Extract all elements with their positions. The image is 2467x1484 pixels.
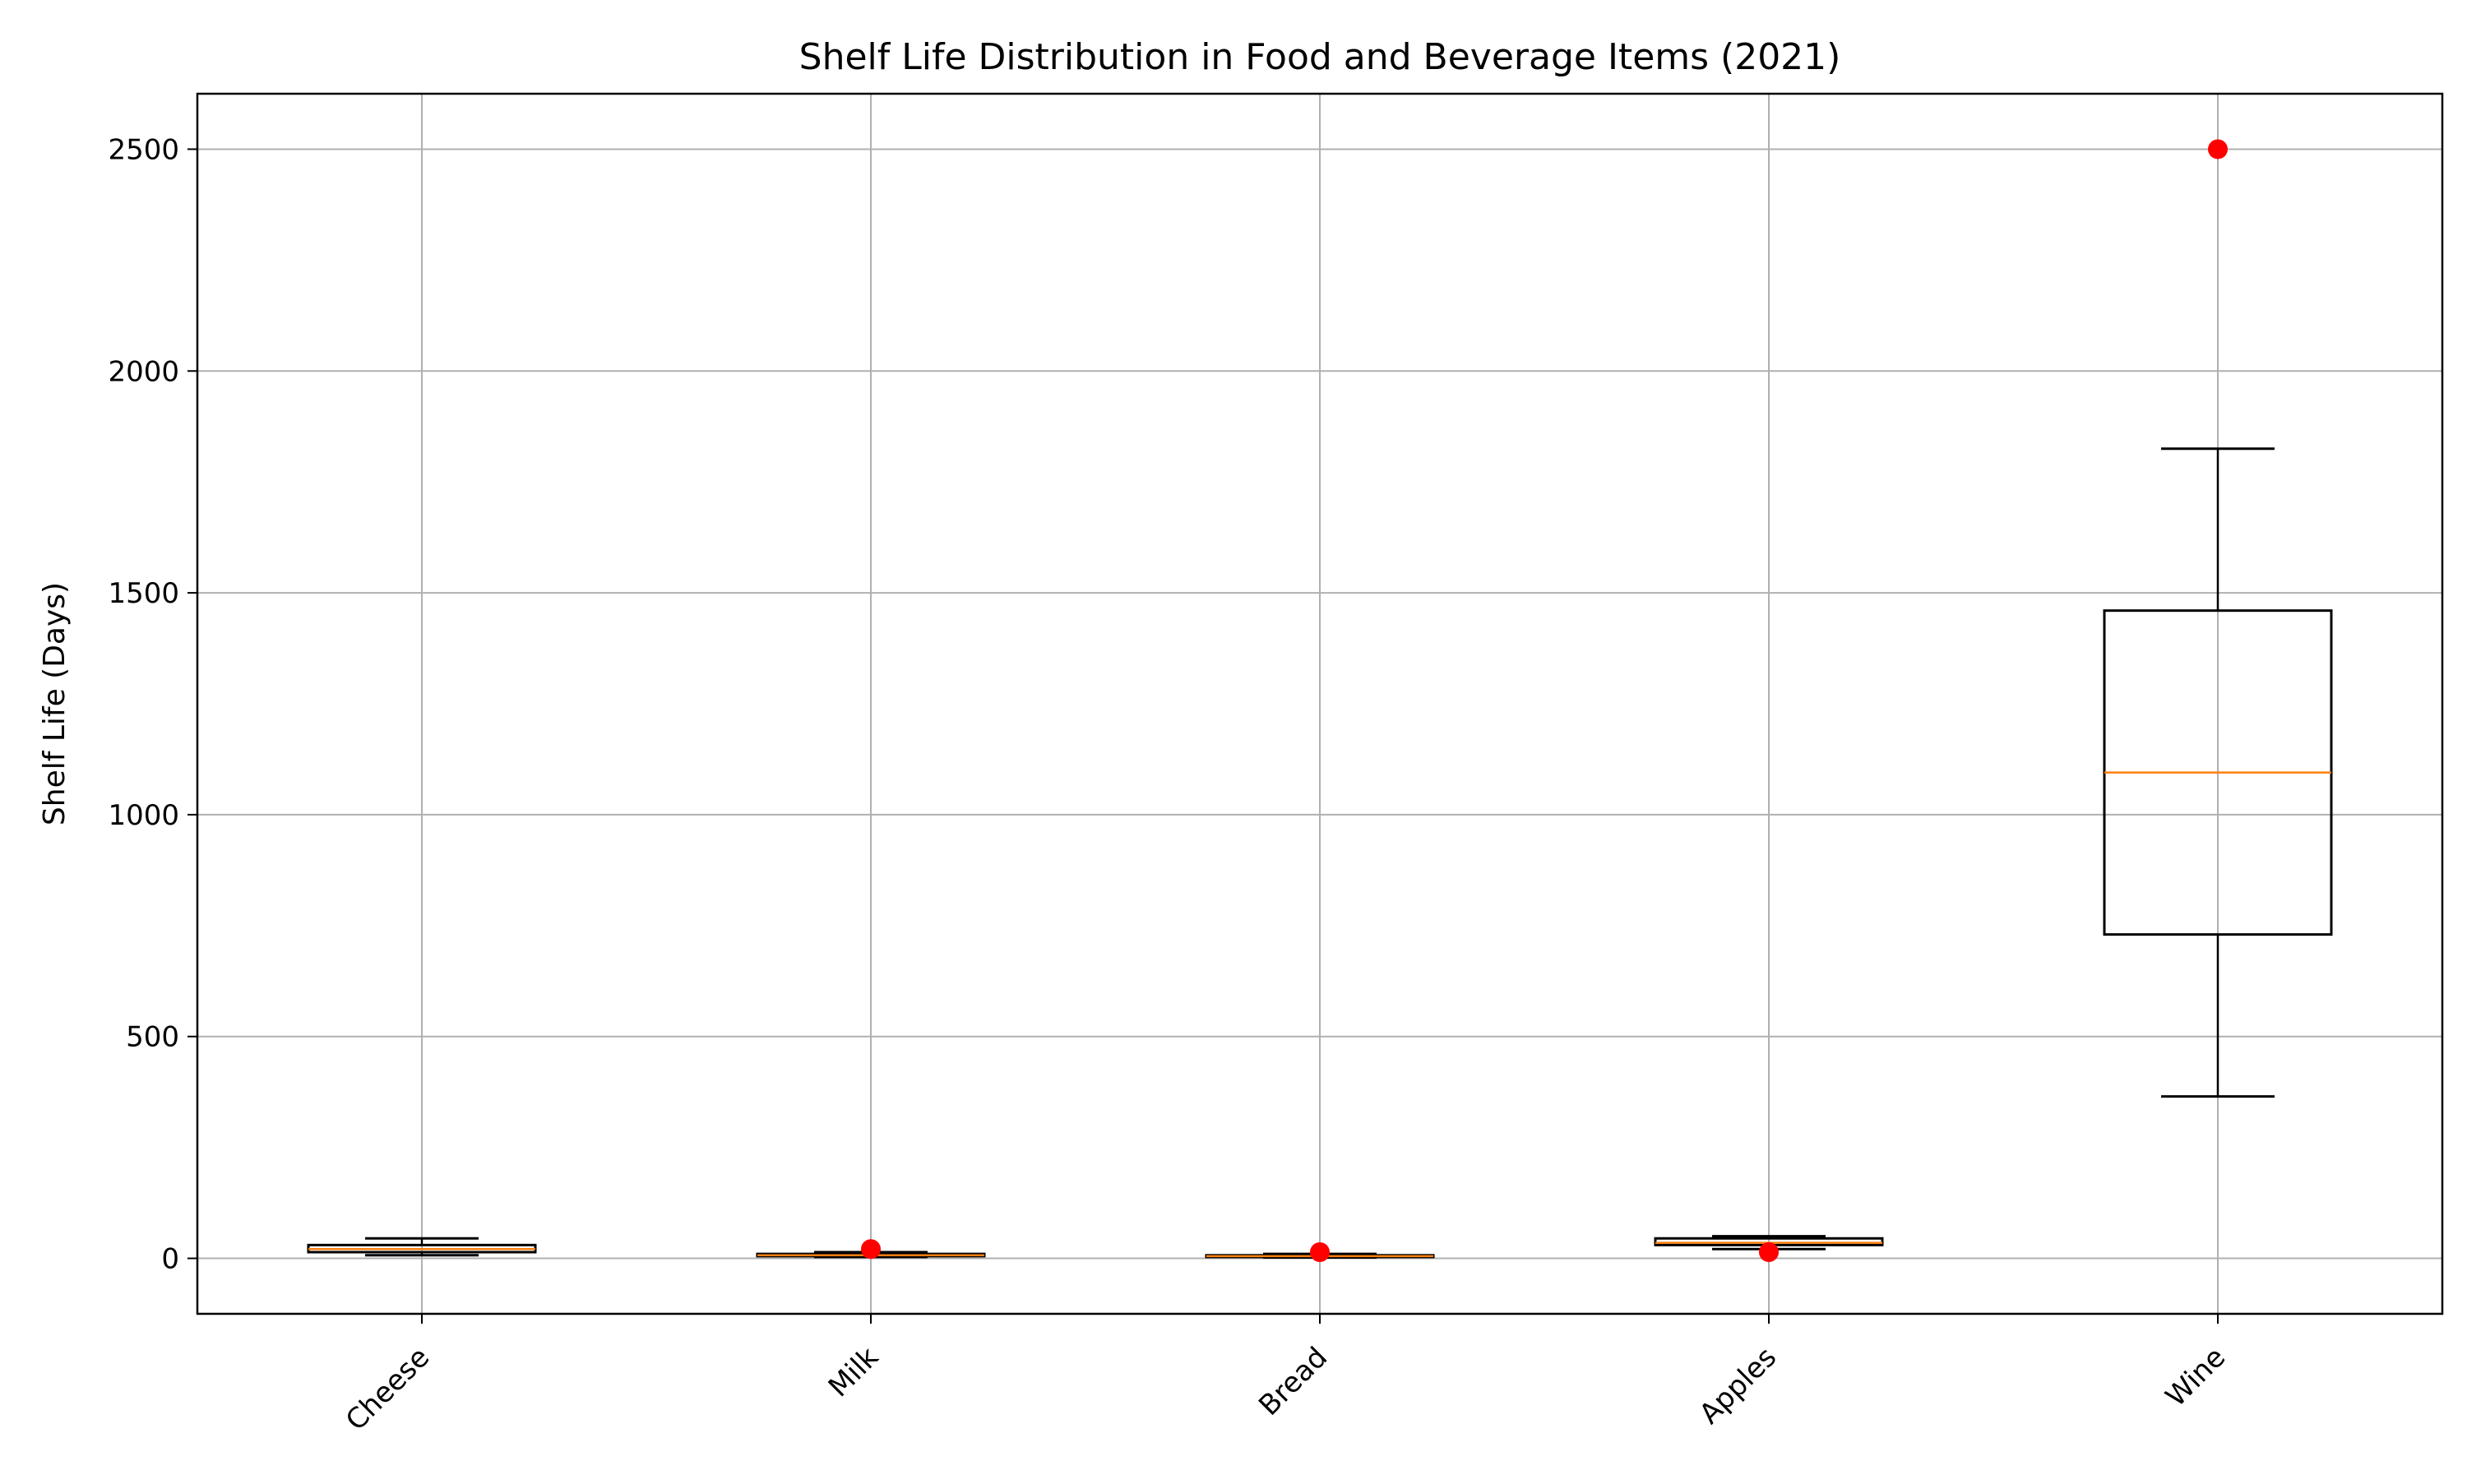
y-tick-label: 1500 bbox=[108, 577, 179, 610]
y-tick-label: 0 bbox=[161, 1243, 179, 1276]
y-axis-label: Shelf Life (Days) bbox=[38, 582, 72, 825]
outlier-point bbox=[861, 1239, 881, 1260]
y-tick-label: 1000 bbox=[108, 799, 179, 832]
outlier-point bbox=[1310, 1241, 1330, 1262]
outlier-point bbox=[2208, 139, 2228, 159]
y-tick-label: 2000 bbox=[108, 355, 179, 388]
y-tick-label: 2500 bbox=[108, 133, 179, 166]
box-cheese bbox=[307, 1237, 537, 1257]
y-tick-label: 500 bbox=[126, 1021, 179, 1054]
box-wine bbox=[2103, 447, 2333, 1098]
outlier-point bbox=[1759, 1241, 1779, 1262]
grid-lines bbox=[197, 94, 2442, 1314]
chart-title: Shelf Life Distribution in Food and Beve… bbox=[799, 36, 1841, 78]
outliers bbox=[861, 139, 2228, 1262]
